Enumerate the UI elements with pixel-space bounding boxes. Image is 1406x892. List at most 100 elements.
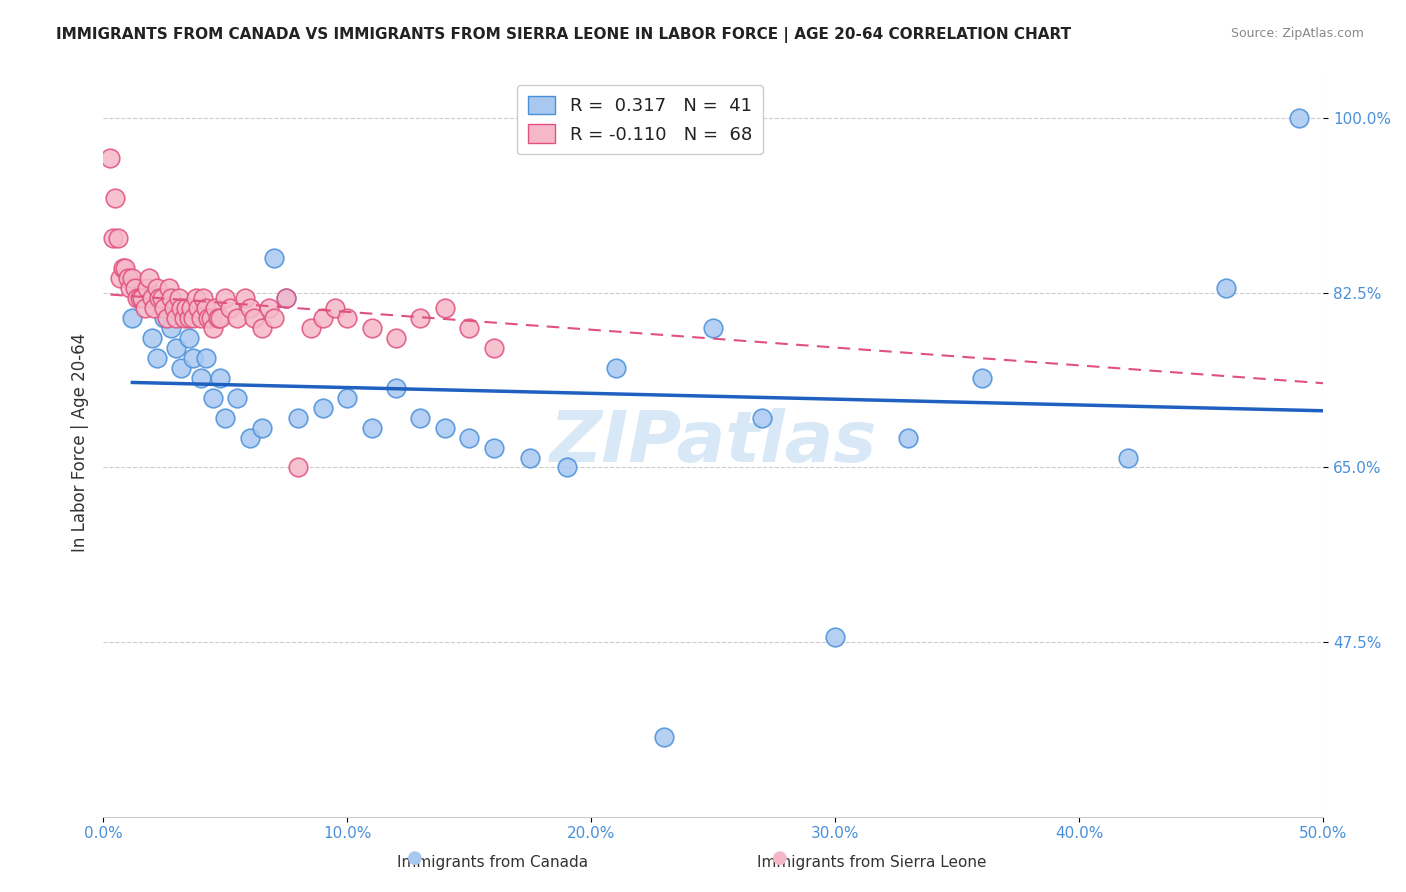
Point xyxy=(165,341,187,355)
Text: Source: ZipAtlas.com: Source: ZipAtlas.com xyxy=(1230,27,1364,40)
Text: ●: ● xyxy=(406,849,423,867)
Point xyxy=(153,301,176,315)
Point xyxy=(155,310,177,325)
Point xyxy=(194,351,217,365)
Point xyxy=(336,310,359,325)
Point xyxy=(312,401,335,415)
Point xyxy=(101,231,124,245)
Point xyxy=(170,301,193,315)
Point xyxy=(138,271,160,285)
Text: Immigrants from Sierra Leone: Immigrants from Sierra Leone xyxy=(756,855,987,870)
Point xyxy=(214,410,236,425)
Point xyxy=(458,431,481,445)
Point xyxy=(257,301,280,315)
Point xyxy=(180,301,202,315)
Point xyxy=(194,301,217,315)
Point xyxy=(312,310,335,325)
Text: ●: ● xyxy=(772,849,789,867)
Point xyxy=(193,291,215,305)
Point xyxy=(121,310,143,325)
Point xyxy=(209,370,232,384)
Point xyxy=(238,301,260,315)
Point xyxy=(360,420,382,434)
Point xyxy=(323,301,346,315)
Point xyxy=(148,291,170,305)
Y-axis label: In Labor Force | Age 20-64: In Labor Force | Age 20-64 xyxy=(72,333,89,552)
Point xyxy=(1288,112,1310,126)
Point xyxy=(153,310,176,325)
Point xyxy=(183,310,205,325)
Point xyxy=(160,321,183,335)
Point xyxy=(555,460,578,475)
Point xyxy=(226,391,249,405)
Point xyxy=(100,151,122,165)
Point xyxy=(207,310,229,325)
Point xyxy=(190,370,212,384)
Point xyxy=(183,351,205,365)
Point xyxy=(654,730,676,744)
Point xyxy=(143,301,166,315)
Point xyxy=(263,310,285,325)
Point xyxy=(1215,281,1237,295)
Point xyxy=(287,460,309,475)
Point xyxy=(177,331,200,345)
Point xyxy=(360,321,382,335)
Point xyxy=(209,310,232,325)
Point xyxy=(131,291,153,305)
Point xyxy=(200,310,222,325)
Point xyxy=(201,391,224,405)
Point xyxy=(177,310,200,325)
Point xyxy=(146,281,169,295)
Point xyxy=(111,260,134,275)
Point xyxy=(482,341,505,355)
Point xyxy=(201,321,224,335)
Text: ZIPatlas: ZIPatlas xyxy=(550,408,877,477)
Point xyxy=(173,310,195,325)
Point xyxy=(163,301,186,315)
Point xyxy=(233,291,256,305)
Point xyxy=(219,301,242,315)
Point xyxy=(385,381,408,395)
Point xyxy=(409,410,432,425)
Point xyxy=(751,410,773,425)
Point xyxy=(204,301,226,315)
Point xyxy=(243,310,266,325)
Point xyxy=(226,310,249,325)
Point xyxy=(184,291,207,305)
Point xyxy=(385,331,408,345)
Legend: R =  0.317   N =  41, R = -0.110   N =  68: R = 0.317 N = 41, R = -0.110 N = 68 xyxy=(517,85,762,154)
Point xyxy=(519,450,541,465)
Point xyxy=(141,331,163,345)
Point xyxy=(250,321,273,335)
Point xyxy=(970,370,993,384)
Point xyxy=(299,321,322,335)
Point xyxy=(108,271,131,285)
Point xyxy=(482,441,505,455)
Point xyxy=(174,301,197,315)
Point xyxy=(160,291,183,305)
Point xyxy=(134,291,156,305)
Point xyxy=(128,291,150,305)
Point xyxy=(134,301,156,315)
Text: IMMIGRANTS FROM CANADA VS IMMIGRANTS FROM SIERRA LEONE IN LABOR FORCE | AGE 20-6: IMMIGRANTS FROM CANADA VS IMMIGRANTS FRO… xyxy=(56,27,1071,43)
Point xyxy=(409,310,432,325)
Point xyxy=(276,291,298,305)
Point xyxy=(336,391,359,405)
Point xyxy=(167,291,190,305)
Point xyxy=(238,431,260,445)
Point xyxy=(157,281,180,295)
Point xyxy=(124,281,146,295)
Point xyxy=(127,291,149,305)
Point xyxy=(121,271,143,285)
Point xyxy=(197,310,219,325)
Point xyxy=(276,291,298,305)
Point xyxy=(287,410,309,425)
Point xyxy=(104,191,127,205)
Point xyxy=(824,630,846,644)
Text: Immigrants from Canada: Immigrants from Canada xyxy=(396,855,588,870)
Point xyxy=(250,420,273,434)
Point xyxy=(146,351,169,365)
Point xyxy=(117,271,139,285)
Point xyxy=(605,360,627,375)
Point xyxy=(107,231,129,245)
